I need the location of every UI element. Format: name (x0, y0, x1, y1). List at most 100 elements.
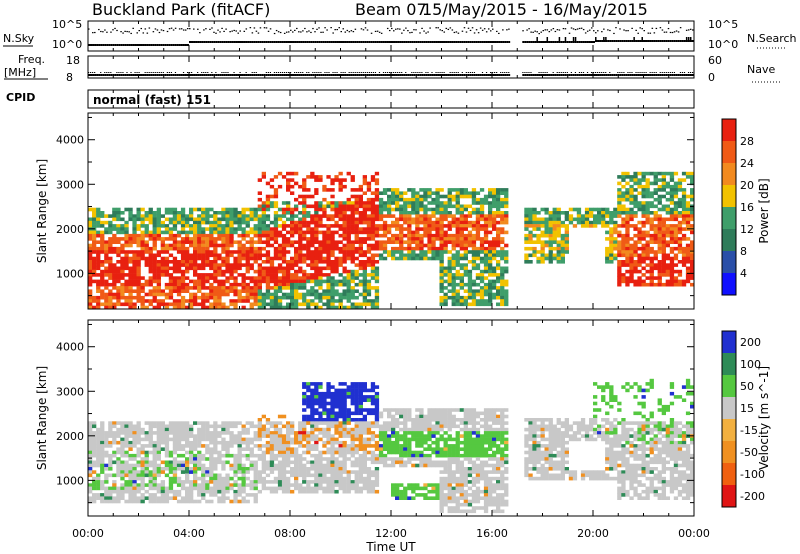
power-cell (548, 217, 553, 222)
power-cell (488, 279, 493, 284)
nave-point (580, 72, 583, 73)
power-cell (338, 181, 343, 186)
power-cell (290, 184, 295, 189)
power-cell (185, 260, 190, 264)
power-cell (290, 191, 295, 195)
velocity-cell (88, 431, 93, 435)
power-cell (378, 243, 384, 248)
power-cell (96, 207, 101, 212)
power-cell (189, 230, 194, 235)
power-cell (346, 201, 351, 205)
velocity-cell (132, 467, 137, 471)
power-cell (245, 207, 250, 212)
power-cell (326, 224, 331, 228)
power-cell (290, 240, 295, 244)
velocity-cell (180, 431, 186, 435)
power-cell (492, 240, 497, 244)
power-cell (176, 250, 182, 254)
freq-point (643, 74, 646, 76)
velocity-cell (124, 467, 129, 471)
power-cell (447, 214, 452, 218)
velocity-cell (120, 476, 125, 481)
nsky-tick-top: 10^5 (52, 18, 82, 31)
velocity-cell (197, 486, 202, 491)
velocity-cell (88, 440, 93, 445)
nsky-point (334, 41, 337, 43)
power-cell (548, 250, 553, 254)
velocity-cell (88, 496, 93, 500)
power-cell (136, 224, 141, 228)
power-cell (241, 289, 246, 293)
power-cell (277, 171, 283, 176)
power-cell (286, 276, 291, 280)
nsearch-point (641, 28, 643, 30)
nsky-point (140, 44, 143, 46)
power-cell (209, 292, 214, 297)
power-cell (265, 237, 271, 241)
power-cell (673, 282, 679, 287)
power-cell (593, 214, 598, 218)
power-cell (294, 246, 299, 251)
power-cell (641, 224, 646, 228)
power-cell (488, 260, 493, 264)
power-cell (100, 220, 105, 225)
power-cell (395, 217, 400, 222)
power-cell (605, 214, 610, 218)
nsky-point (399, 41, 402, 43)
power-cell (180, 263, 186, 267)
power-cell (104, 269, 109, 274)
nsky-point (477, 41, 480, 43)
velocity-cell (148, 421, 153, 425)
power-cell (217, 263, 222, 267)
power-cell (681, 178, 687, 182)
nsky-spike (641, 37, 643, 42)
power-cell (241, 233, 246, 238)
nsky-point (429, 41, 432, 43)
power-cell (298, 256, 303, 261)
power-cell (374, 299, 380, 303)
power-cell (148, 266, 153, 271)
freq-point (156, 74, 159, 76)
power-cell (249, 250, 254, 254)
power-cell (338, 207, 343, 212)
velocity-cell (185, 424, 190, 429)
power-cell (641, 171, 646, 176)
nsky-point (661, 40, 664, 42)
power-cell (653, 282, 658, 287)
power-cell (269, 243, 275, 248)
power-cell (532, 240, 537, 244)
velocity-cell (100, 480, 105, 484)
power-cell (399, 194, 404, 199)
power-cell (568, 207, 574, 212)
power-cell (116, 230, 121, 235)
power-cell (496, 292, 501, 297)
power-cell (209, 289, 214, 293)
velocity-cell (128, 431, 133, 435)
power-cell (633, 194, 638, 199)
power-cell (168, 260, 174, 264)
power-cell (657, 184, 662, 189)
power-cell (132, 263, 137, 267)
power-cell (637, 253, 642, 258)
velocity-cell (160, 437, 165, 442)
power-cell (431, 197, 436, 202)
power-cell (374, 211, 380, 215)
power-cell (334, 211, 339, 215)
nave-point (156, 72, 158, 73)
power-cell (277, 286, 283, 290)
freq-point (685, 74, 688, 76)
power-cell (269, 237, 275, 241)
nsky-point (407, 41, 410, 43)
power-cell (415, 211, 420, 215)
freq-point (663, 74, 666, 76)
power-cell (690, 253, 695, 258)
power-cell (504, 217, 509, 222)
power-cell (148, 263, 153, 267)
power-cell (294, 279, 299, 284)
freq-point (687, 74, 690, 76)
nsearch-point (546, 29, 549, 31)
nave-point (590, 72, 593, 73)
power-cell (649, 237, 654, 241)
power-cell (197, 243, 202, 248)
nsky-point (502, 41, 505, 43)
